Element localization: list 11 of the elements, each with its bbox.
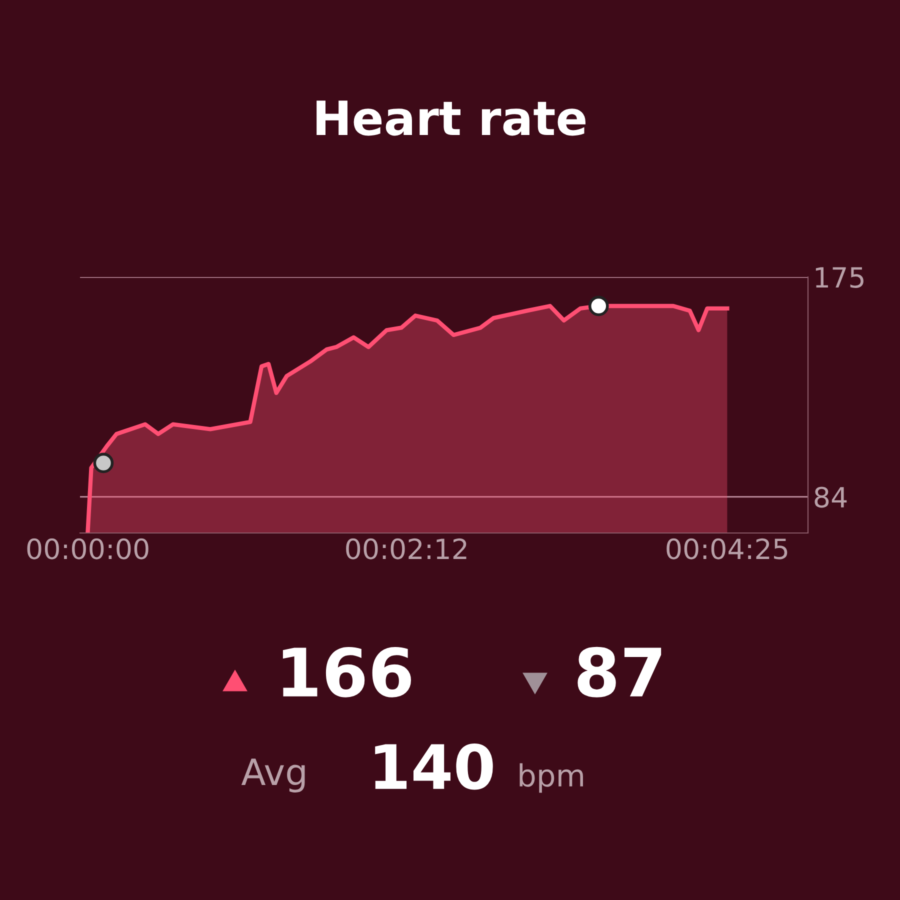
text: 87 [578,646,662,698]
y-tick-label: 84 [814,486,847,508]
x-tick-label: 00:00:00 [27,538,148,560]
chart-title: Heart rate [316,100,586,136]
text: 166 [282,646,411,698]
x-tick-label: 00:04:25 [666,538,788,560]
text: Avg [241,758,305,792]
y-tick-label: 175 [816,267,864,288]
text: 140 [375,744,493,790]
x-tick-label: 00:02:12 [346,538,466,560]
text: bpm [520,763,583,793]
